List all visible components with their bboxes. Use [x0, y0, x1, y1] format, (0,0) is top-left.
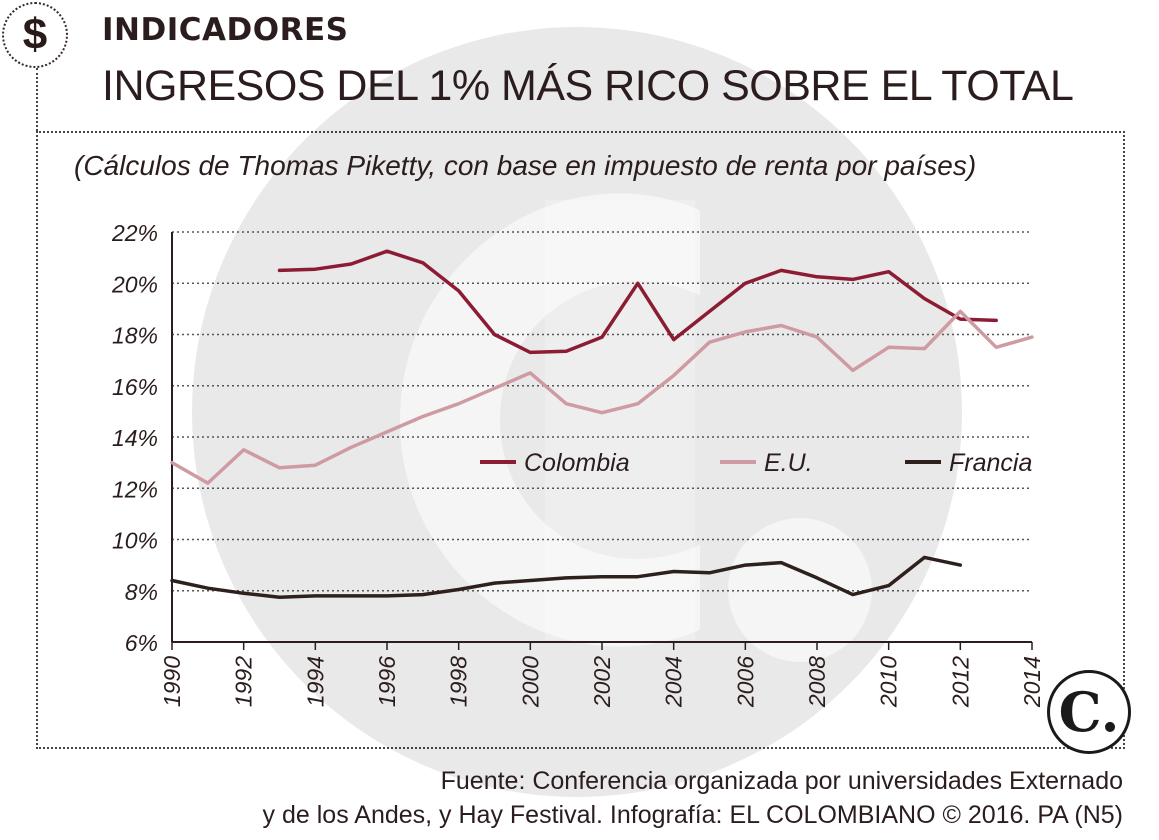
grid-lines: 6% 8% 10% 12% 14% 16% 18% 20% 22%: [111, 220, 1032, 656]
x-tick-label: 2012: [947, 656, 973, 708]
x-tick-label: 1992: [231, 656, 257, 707]
chart-frame: [36, 131, 1125, 749]
y-tick-label: 20%: [111, 271, 158, 297]
series-line-eu: [170, 309, 1034, 485]
x-tick-label: 2002: [589, 656, 615, 708]
series-lines: [170, 249, 1034, 599]
x-tick-label: 2008: [804, 656, 830, 708]
axes: 1990 1992 1994 1996 1998 2000 2002 2004 2006 2008…: [159, 232, 1045, 708]
series-line-francia: [170, 555, 963, 599]
y-tick-label: 18%: [112, 323, 158, 349]
x-tick-label: 1998: [446, 656, 472, 707]
x-tick-label: 2004: [661, 656, 687, 708]
watermark-bar: [545, 200, 695, 640]
y-tick-label: 14%: [112, 425, 158, 451]
y-tick-label: 6%: [125, 630, 158, 656]
x-tick-label: 1994: [302, 656, 328, 707]
y-tick-label: 8%: [125, 579, 158, 605]
y-tick-label: 12%: [112, 476, 158, 502]
section-label: INDICADORES: [102, 12, 349, 48]
x-tick-label: 2000: [517, 656, 543, 708]
legend-label-francia: Francia: [949, 449, 1032, 477]
y-tick-label: 22%: [111, 220, 158, 246]
el-colombiano-logo: C.: [1047, 670, 1131, 754]
x-tick-label: 2006: [732, 656, 758, 708]
legend-label-eu: E.U.: [764, 449, 813, 477]
frame-connector: [36, 68, 38, 131]
chart-subtitle: (Cálculos de Thomas Piketty, con base en…: [74, 150, 977, 181]
watermark-dot: [728, 518, 872, 662]
chart-title: INGRESOS DEL 1% MÁS RICO SOBRE EL TOTAL: [102, 62, 1074, 110]
x-tick-label: 1996: [374, 656, 400, 707]
watermark-c-shape: [400, 193, 700, 647]
source-note: Fuente: Conferencia organizada por unive…: [263, 764, 1123, 832]
x-tick-label: 2014: [1019, 656, 1045, 708]
x-tick-label: 1990: [159, 656, 185, 707]
legend: Colombia E.U. Francia: [480, 449, 1032, 477]
source-line-1: Fuente: Conferencia organizada por unive…: [440, 767, 1123, 795]
y-tick-label: 16%: [112, 374, 158, 400]
watermark-logo: [192, 27, 962, 797]
series-line-colombia: [277, 249, 998, 355]
source-line-2: y de los Andes, y Hay Festival. Infograf…: [262, 801, 1123, 829]
x-tick-label: 2010: [876, 656, 902, 708]
legend-label-colombia: Colombia: [524, 449, 630, 477]
dollar-icon: $: [2, 2, 68, 68]
y-tick-label: 10%: [112, 528, 158, 554]
